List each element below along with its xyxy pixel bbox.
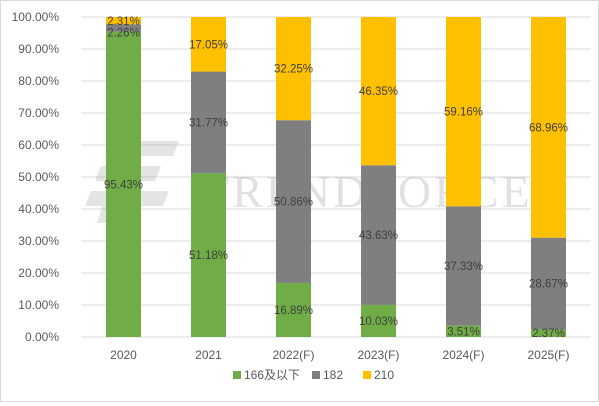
x-tick-label: 2022(F) <box>272 348 314 362</box>
data-label: 32.25% <box>274 64 313 76</box>
x-tick-label: 2023(F) <box>357 348 399 362</box>
y-tick-label: 40.00% <box>18 202 59 216</box>
bar-segment <box>361 165 396 305</box>
legend-label: 210 <box>374 368 394 382</box>
bar-segment <box>446 206 481 326</box>
x-axis-tick-labels: 2020 2021 2022(F) 2023(F) 2024(F) 2025(F) <box>110 348 569 362</box>
bar-segment <box>531 237 566 330</box>
data-label: 37.33% <box>444 261 483 273</box>
bar-segment <box>446 17 481 207</box>
y-tick-label: 70.00% <box>18 106 59 120</box>
legend-label: 166及以下 <box>244 368 300 382</box>
data-label: 16.89% <box>274 305 313 317</box>
bar-segment <box>531 17 566 238</box>
data-label: 31.77% <box>189 117 228 129</box>
legend-swatch <box>233 371 241 379</box>
data-label: 28.67% <box>529 279 568 291</box>
y-tick-label: 60.00% <box>18 138 59 152</box>
data-label: 2.37% <box>532 328 565 340</box>
y-tick-label: 30.00% <box>18 234 59 248</box>
data-labels: 95.43% 2.26%2.31% 51.18% 31.77% 17.05% 16.89%… <box>104 16 568 340</box>
x-tick-label: 2020 <box>110 348 137 362</box>
y-tick-label: 50.00% <box>18 170 59 184</box>
y-axis-tick-labels: 0.00% 10.00% 20.00% 30.00% 40.00% 50.00% 60.00… <box>12 10 60 344</box>
y-tick-label: 80.00% <box>18 74 59 88</box>
data-label: 2.26% <box>107 27 140 39</box>
data-label: 10.03% <box>359 316 398 328</box>
y-tick-label: 0.00% <box>25 330 59 344</box>
bar-segment <box>276 282 311 337</box>
bar-segment <box>361 304 396 337</box>
data-label: 51.18% <box>189 250 228 262</box>
bar-segment <box>106 24 141 32</box>
bar-segment <box>106 17 141 25</box>
data-label: 59.16% <box>444 107 483 119</box>
y-tick-label: 100.00% <box>12 10 60 24</box>
legend: 166及以下 182 210 <box>233 368 394 382</box>
legend-swatch <box>363 371 371 379</box>
bar-segment <box>531 329 566 337</box>
y-tick-label: 10.00% <box>18 298 59 312</box>
bar-segment <box>276 120 311 283</box>
bar-segment <box>446 325 481 337</box>
bar-segment <box>191 71 226 174</box>
data-label: 50.86% <box>274 197 313 209</box>
x-tick-label: 2024(F) <box>442 348 484 362</box>
data-label: 3.51% <box>447 326 480 338</box>
data-label: 46.35% <box>359 86 398 98</box>
gridlines <box>81 16 591 338</box>
bar-segment <box>191 17 226 72</box>
legend-swatch <box>312 371 320 379</box>
data-label: 43.63% <box>359 230 398 242</box>
x-tick-label: 2021 <box>195 348 222 362</box>
data-label: 95.43% <box>104 179 143 191</box>
y-tick-label: 90.00% <box>18 42 59 56</box>
bar-segment <box>361 16 396 166</box>
bar-segment <box>191 173 226 337</box>
data-label: 2.31% <box>107 16 140 28</box>
data-label: 68.96% <box>529 122 568 134</box>
data-label: 17.05% <box>189 39 228 51</box>
bars <box>106 16 566 338</box>
y-tick-label: 20.00% <box>18 266 59 280</box>
bar-segment <box>106 31 141 338</box>
bar-segment <box>276 17 311 121</box>
legend-label: 182 <box>323 368 343 382</box>
x-tick-label: 2025(F) <box>527 348 569 362</box>
